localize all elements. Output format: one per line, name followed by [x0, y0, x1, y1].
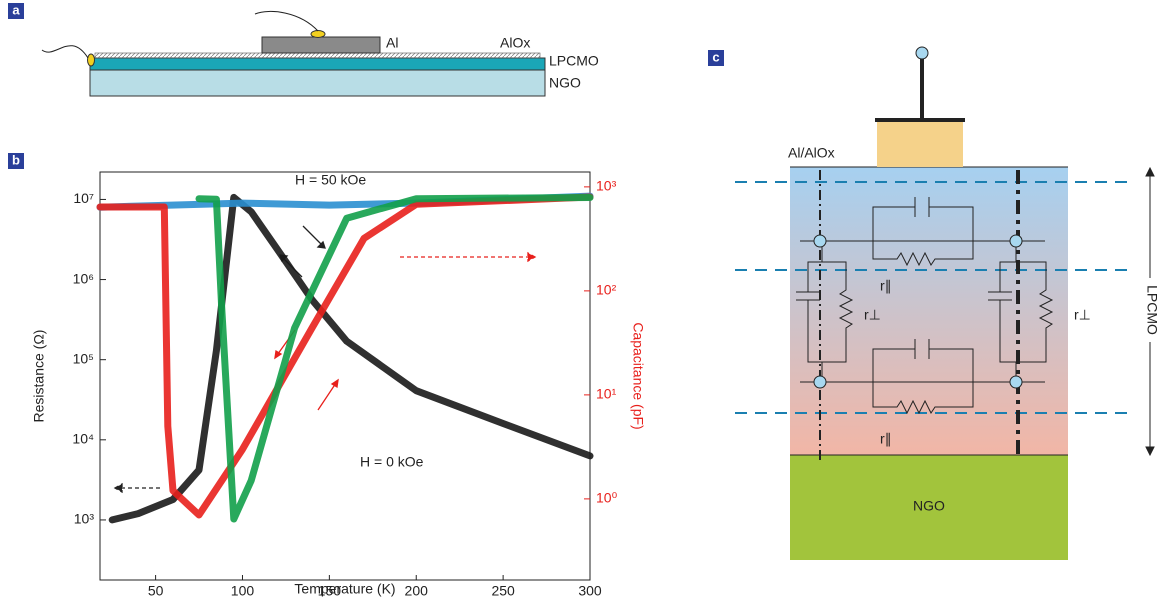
series-line [112, 197, 590, 520]
resistor-label: r∥ [880, 278, 892, 294]
device-schematic [42, 11, 545, 96]
panel-label: c [712, 49, 719, 64]
x-tick-label: 100 [231, 583, 255, 599]
layer-label: AlOx [500, 35, 530, 51]
plot-frame [100, 172, 590, 580]
series-line [100, 197, 590, 515]
layer-label: LPCMO [549, 53, 599, 69]
y2-tick-label: 10³ [596, 178, 617, 194]
layer-label: LPCMO [1144, 285, 1160, 335]
x-tick-label: 300 [578, 583, 602, 599]
resistor-label: r⊥ [1074, 307, 1091, 323]
x-tick-label: 150 [318, 583, 342, 599]
layer-label: NGO [549, 75, 581, 91]
x-axis-label: Temperature (K) [294, 581, 395, 597]
figure: a b c Al AlOx LPCMO NGO Temperature (K) … [0, 0, 1161, 600]
resistor-label: r∥ [880, 431, 892, 447]
x-tick-label: 200 [405, 583, 429, 599]
y-tick-label: 10⁴ [72, 431, 94, 447]
annotation: H = 50 kOe [295, 172, 366, 188]
y-tick-label: 10⁷ [73, 190, 94, 206]
panel-label: b [12, 152, 20, 167]
y-tick-label: 10³ [74, 511, 95, 527]
layer-label: NGO [913, 498, 945, 514]
panel-label: a [12, 2, 20, 17]
y2-tick-label: 10² [596, 282, 617, 298]
annotation: H = 0 kOe [360, 454, 424, 470]
circuit-diagram [735, 47, 1154, 560]
layer-label: Al [386, 35, 398, 51]
y2-tick-label: 10¹ [596, 386, 617, 402]
x-tick-label: 50 [148, 583, 164, 599]
y-tick-label: 10⁶ [73, 270, 94, 286]
y-tick-label: 10⁵ [73, 350, 94, 366]
layer-label: Al/AlOx [788, 145, 835, 161]
y2-tick-label: 10⁰ [596, 490, 618, 506]
x-tick-label: 250 [491, 583, 515, 599]
y2-axis-label: Capacitance (pF) [630, 322, 646, 429]
series-line [199, 198, 590, 520]
resistor-label: r⊥ [864, 307, 881, 323]
y-axis-label: Resistance (Ω) [31, 330, 47, 423]
